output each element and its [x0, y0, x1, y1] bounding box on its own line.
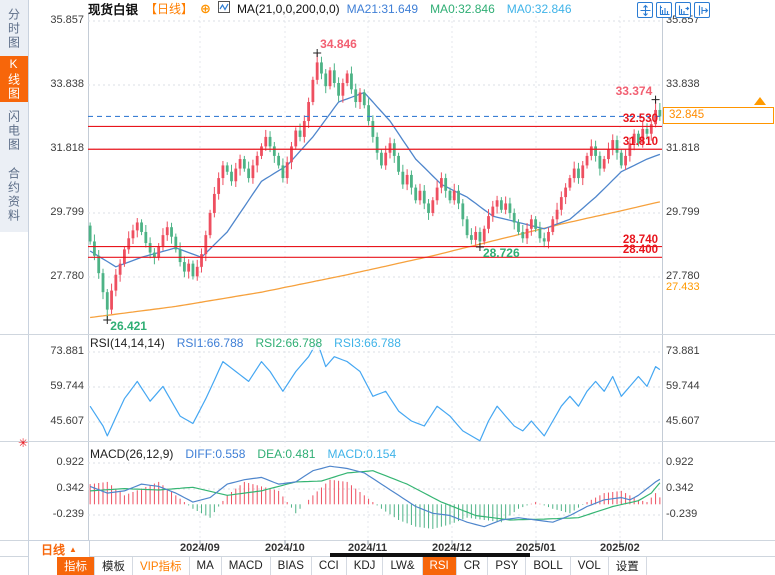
- date-label-3: 2024/12: [432, 542, 472, 554]
- secondary-price-label: 27.433: [666, 281, 700, 293]
- main-rsi-separator: [0, 334, 775, 335]
- date-label-0: 2024/09: [180, 542, 220, 554]
- period-selector-label: 日线: [41, 542, 66, 557]
- price-marker-33.374: 33.374: [615, 83, 653, 98]
- price-marker-28.726: 28.726: [482, 245, 520, 260]
- rsi-axis-right-0: 73.881: [666, 345, 700, 357]
- ma-value-0: MA21:31.649: [346, 1, 419, 16]
- tab-scroll-indicator[interactable]: [330, 553, 530, 557]
- macd-axis-right-1: 0.342: [666, 481, 694, 494]
- tab-LW&[interactable]: LW&: [383, 557, 423, 575]
- level-label-0: 32.530: [622, 113, 658, 126]
- panel-shift-icon[interactable]: [694, 2, 710, 18]
- rsi-axis-left-0: 73.881: [50, 345, 84, 357]
- kline-icon: [217, 1, 230, 16]
- rsi-axis-left-1: 59.744: [50, 380, 84, 392]
- rsi-macd-separator: [0, 441, 775, 442]
- macd-timeline-separator: [0, 540, 775, 541]
- current-price-box: 32.845: [663, 107, 774, 124]
- ma-values: MA21:31.649 MA0:32.846 MA0:32.846: [347, 2, 572, 16]
- tab-KDJ[interactable]: KDJ: [347, 557, 384, 575]
- level-label-2: 28.740: [622, 233, 658, 246]
- macd-value-0: DIFF:0.558: [185, 447, 246, 461]
- main-axis-right-2: 31.818: [666, 141, 700, 154]
- tab-设置[interactable]: 设置: [609, 557, 647, 575]
- macd-axis-left-0: 0.922: [56, 456, 84, 468]
- ma-formula: MA(21,0,0,200,0,0): [236, 1, 340, 16]
- rsi-values: RSI1:66.788 RSI2:66.788 RSI3:66.788: [177, 336, 401, 350]
- sidebar-item-time-share[interactable]: 分时图: [6, 8, 21, 50]
- level-label-3: 28.400: [622, 244, 658, 257]
- macd-value-2: MACD:0.154: [327, 447, 397, 461]
- symbol-title: 现货白银: [88, 3, 139, 17]
- price-marker-26.421: 26.421: [110, 319, 147, 334]
- add-indicator-icon[interactable]: ⊕: [200, 0, 211, 16]
- main-axis-left-1: 33.838: [50, 77, 84, 90]
- chevron-up-icon: ▲: [69, 544, 77, 554]
- tab-RSI[interactable]: RSI: [422, 557, 457, 575]
- left-sidebar: 分时图 K线图闪电图合约资料: [0, 0, 29, 575]
- macd-title: MACD(26,12,9): [90, 447, 174, 461]
- macd-axis-left-2: -0.239: [52, 508, 84, 520]
- ma-value-1: MA0:32.846: [430, 1, 495, 16]
- macd-axis-right-2: -0.239: [666, 508, 698, 520]
- rsi-value-2: RSI3:66.788: [334, 336, 401, 350]
- rsi-panel-header: RSI(14,14,14) RSI1:66.788 RSI2:66.788 RSI3…: [90, 336, 401, 350]
- macd-axis-right-0: 0.922: [666, 456, 694, 468]
- tab-VOL[interactable]: VOL: [571, 557, 609, 575]
- axis-scale-right-icon[interactable]: [675, 2, 691, 18]
- rsi-axis-right-2: 45.607: [666, 415, 700, 427]
- sidebar-item-kline[interactable]: K线图: [0, 56, 28, 102]
- tab-模板[interactable]: 模板: [95, 557, 133, 575]
- date-label-5: 2025/02: [600, 542, 640, 554]
- sidebar-item-lightning[interactable]: 闪电图: [6, 110, 21, 152]
- main-axis-right-1: 33.838: [666, 77, 700, 90]
- macd-value-1: DEA:0.481: [257, 447, 316, 461]
- rsi-axis-left-2: 45.607: [50, 415, 84, 427]
- tab-CR[interactable]: CR: [457, 557, 489, 575]
- sidebar-item-contract-info[interactable]: 合约资料: [6, 167, 21, 223]
- main-axis-right-0: 35.857: [666, 14, 700, 26]
- plot-right-border: [662, 14, 663, 540]
- main-axis-left-3: 29.799: [50, 205, 84, 218]
- rsi-value-0: RSI1:66.788: [176, 336, 244, 350]
- tab-CCI[interactable]: CCI: [312, 557, 347, 575]
- tab-MACD[interactable]: MACD: [222, 557, 271, 575]
- tab-指标[interactable]: 指标: [57, 557, 95, 575]
- price-marker-34.846: 34.846: [320, 37, 357, 52]
- axis-scale-icon[interactable]: [656, 2, 672, 18]
- indicator-settings-icon[interactable]: ✳: [18, 436, 29, 450]
- tab-VIP指标[interactable]: VIP指标: [133, 557, 190, 575]
- rsi-title: RSI(14,14,14): [90, 336, 165, 350]
- level-label-1: 31.810: [622, 136, 658, 149]
- period-label[interactable]: 【日线】: [145, 2, 194, 16]
- tab-BIAS[interactable]: BIAS: [271, 557, 312, 575]
- sidebar-background: [0, 0, 28, 232]
- rsi-axis-right-1: 59.744: [666, 380, 700, 392]
- rsi-value-1: RSI2:66.788: [255, 336, 323, 350]
- ma-value-2: MA0:32.846: [506, 1, 572, 16]
- main-axis-right-4: 27.780: [666, 269, 700, 282]
- tab-PSY[interactable]: PSY: [488, 557, 527, 575]
- tab-MA[interactable]: MA: [190, 557, 222, 575]
- main-axis-left-0: 35.857: [50, 14, 84, 26]
- crosshair-icon[interactable]: [637, 2, 653, 18]
- chart-toolbar: [637, 2, 710, 18]
- main-axis-right-3: 29.799: [666, 205, 700, 218]
- macd-values: DIFF:0.558 DEA:0.481 MACD:0.154: [185, 447, 396, 461]
- macd-axis-left-1: 0.342: [56, 481, 84, 494]
- price-up-arrow-icon: [754, 97, 766, 105]
- chart-header: 现货白银 【日线】 ⊕ MA(21,0,0,200,0,0) MA21:31.6…: [88, 0, 572, 18]
- date-label-4: 2025/01: [516, 542, 556, 554]
- date-label-1: 2024/10: [265, 542, 305, 554]
- tab-BOLL[interactable]: BOLL: [526, 557, 571, 575]
- main-axis-left-2: 31.818: [50, 141, 84, 154]
- indicator-tabbar: 指标 模板 VIP指标 MA MACD BIAS CCI KDJ LW& RSI CR PSY BOLL…: [29, 557, 775, 575]
- main-axis-left-4: 27.780: [50, 269, 84, 282]
- macd-panel-header: MACD(26,12,9) DIFF:0.558 DEA:0.481 MACD:0.…: [90, 447, 397, 461]
- date-label-2: 2024/11: [348, 542, 388, 554]
- period-selector-button[interactable]: 日线 ▲: [28, 540, 90, 558]
